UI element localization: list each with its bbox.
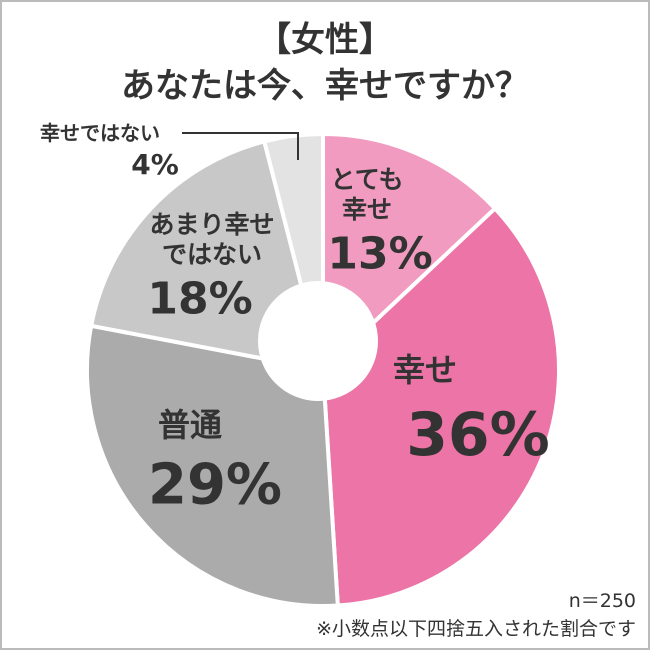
donut-hole — [258, 281, 378, 401]
slice — [85, 323, 340, 608]
value-label: 13% — [327, 228, 433, 280]
category-label: 普通 — [157, 405, 223, 444]
category-label: 幸せ — [392, 350, 458, 389]
leader-line — [182, 132, 299, 160]
value-label: 36% — [406, 400, 550, 470]
value-label: 4% — [131, 148, 179, 182]
value-label: 18% — [147, 273, 253, 325]
category-label: あまり幸せではない — [149, 210, 275, 269]
value-label: 29% — [147, 452, 283, 518]
footnote: ※小数点以下四捨五入された割合です — [316, 618, 636, 640]
category-label: とても幸せ — [330, 165, 404, 224]
category-label: 幸せではない — [40, 121, 160, 145]
slice — [321, 206, 561, 608]
sample-size: n＝250 — [568, 590, 636, 612]
chart-title: 【女性】 — [257, 20, 393, 60]
chart-subtitle: あなたは今、幸せですか？ — [121, 66, 529, 106]
pie — [85, 132, 561, 608]
